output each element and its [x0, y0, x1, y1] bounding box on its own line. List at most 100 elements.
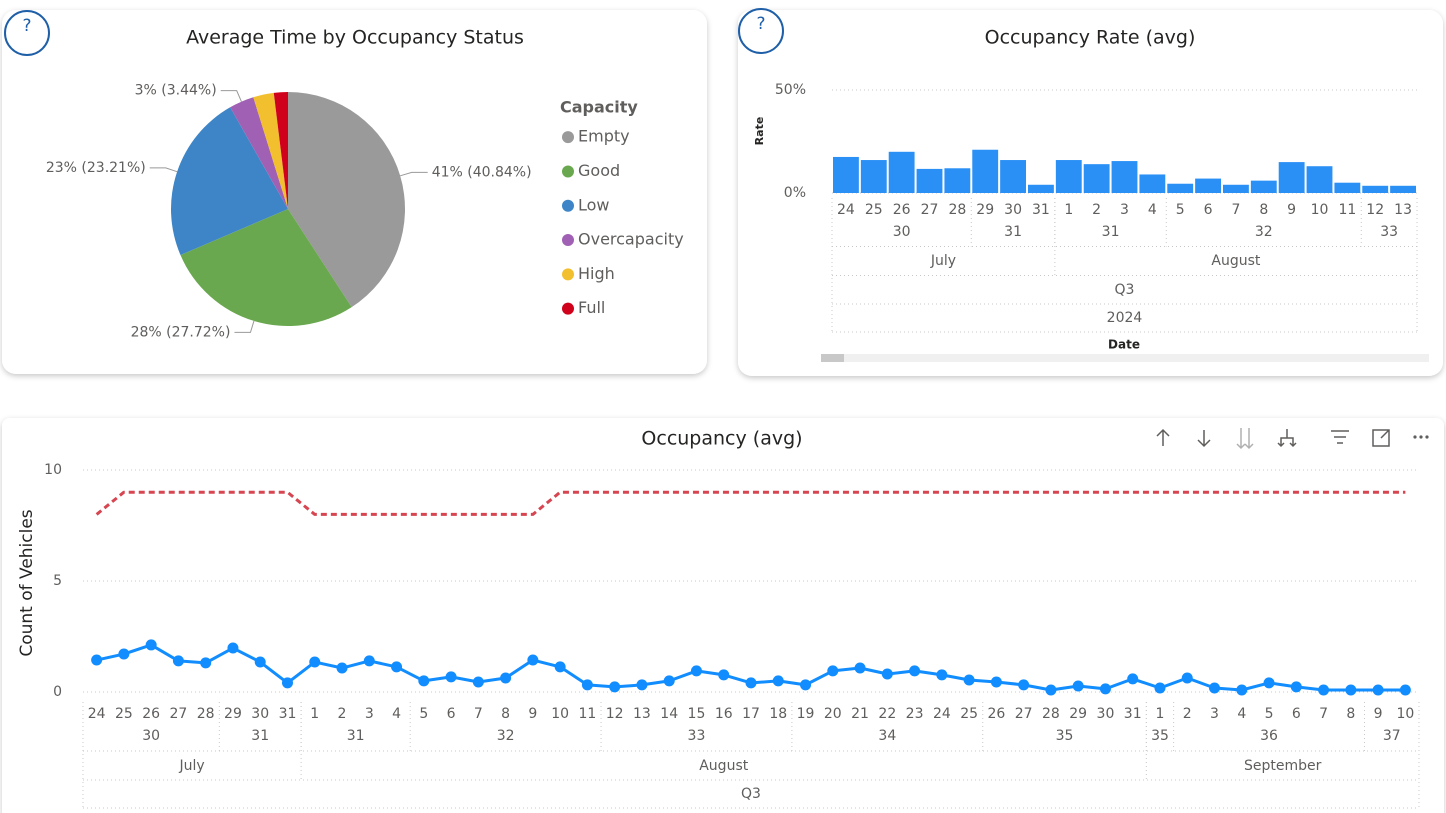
x-tick-label: 24 [933, 706, 951, 722]
x-tick-label: 3 [365, 706, 374, 722]
y-tick-label: 5 [53, 573, 62, 589]
x-tick-label: 18 [769, 706, 787, 722]
legend-swatch [562, 199, 574, 212]
x-tick-label: 11 [578, 706, 596, 722]
marker [1045, 684, 1057, 696]
bar [1306, 166, 1333, 193]
legend-label: Low [578, 195, 610, 214]
marker [800, 679, 812, 691]
marker [200, 657, 212, 669]
x-tick-label: 4 [1237, 706, 1246, 722]
x-tick-label: 29 [224, 706, 242, 722]
pie-slice [180, 209, 352, 327]
x-tick-label: 12 [606, 706, 624, 722]
toolbar [1156, 428, 1429, 450]
legend-swatch [562, 302, 574, 315]
help-text[interactable]: ? [756, 14, 765, 34]
next-level-icon[interactable] [1236, 428, 1254, 450]
pie-slice [288, 92, 406, 308]
x-tick-label: 19 [797, 706, 815, 722]
x-tick-label: 30 [251, 706, 269, 722]
x-tick-label: 23 [906, 706, 924, 722]
x-tick-label: 25 [865, 202, 883, 218]
x-group-label: 2024 [1107, 310, 1143, 326]
scrollbar-track[interactable] [821, 354, 1429, 362]
x-tick-label: 27 [170, 706, 188, 722]
focus-icon[interactable] [1372, 429, 1390, 447]
x-group-label: July [930, 253, 956, 269]
x-group-label: 33 [1380, 224, 1398, 240]
x-group-label: 37 [1383, 728, 1401, 744]
y-axis-title: Count of Vehicles [17, 509, 37, 656]
x-tick-label: 10 [551, 706, 569, 722]
x-group-label: 33 [688, 728, 706, 744]
leader-line [234, 320, 255, 333]
x-tick-label: 6 [1292, 706, 1301, 722]
marker [909, 665, 921, 677]
drill-down-icon[interactable] [1197, 430, 1211, 448]
marker [1263, 677, 1275, 689]
dot[interactable] [1419, 435, 1423, 439]
scrollbar-thumb[interactable] [821, 354, 844, 362]
x-tick-label: 9 [1374, 706, 1383, 722]
marker [1127, 673, 1139, 685]
marker [1181, 672, 1193, 684]
marker [745, 677, 757, 689]
legend-swatch [562, 268, 574, 281]
x-group-label: 36 [1260, 728, 1278, 744]
x-group-label: 30 [142, 728, 160, 744]
help-circle[interactable] [738, 8, 784, 54]
x-group-label: Q3 [741, 786, 761, 802]
marker [472, 676, 484, 688]
marker [1209, 682, 1221, 694]
bar [1055, 160, 1082, 193]
marker [254, 656, 266, 668]
dot[interactable] [1425, 435, 1429, 439]
x-tick-label: 28 [1042, 706, 1060, 722]
x-tick-label: 6 [447, 706, 456, 722]
x-tick-label: 8 [501, 706, 510, 722]
x-tick-label: 3 [1210, 706, 1219, 722]
x-group-label: 32 [497, 728, 515, 744]
x-tick-label: 4 [1148, 202, 1157, 218]
x-tick-label: 16 [715, 706, 733, 722]
x-tick-label: 15 [688, 706, 706, 722]
more-icon[interactable] [1413, 435, 1429, 439]
marker [1154, 682, 1166, 694]
x-tick-label: 25 [115, 706, 133, 722]
marker [772, 675, 784, 687]
filter-icon[interactable] [1331, 430, 1349, 444]
marker [227, 642, 239, 654]
x-tick-label: 12 [1366, 202, 1384, 218]
x-axis-title: Date [1108, 338, 1140, 352]
dot[interactable] [1413, 435, 1417, 439]
help-button[interactable]: ? [738, 8, 784, 54]
x-group-label: 35 [1151, 728, 1169, 744]
x-tick-label: 21 [851, 706, 869, 722]
x-group-label: 31 [347, 728, 365, 744]
bar [1167, 183, 1194, 193]
x-tick-label: 29 [1069, 706, 1087, 722]
marker [1318, 684, 1330, 696]
legend-swatch [562, 234, 574, 247]
legend-swatch [562, 165, 574, 178]
marker [281, 677, 293, 689]
help-button[interactable]: ? [4, 10, 50, 56]
y-tick-label: 0 [53, 684, 62, 700]
legend-label: Overcapacity [578, 230, 684, 249]
y-tick-label: 0% [784, 185, 806, 201]
help-circle[interactable] [4, 10, 50, 56]
x-group-label: August [699, 758, 749, 774]
x-tick-label: 27 [921, 202, 939, 218]
x-group-label: 30 [893, 224, 911, 240]
marker [1072, 680, 1084, 692]
marker [854, 662, 866, 674]
pie-slice [273, 92, 288, 209]
help-text[interactable]: ? [22, 16, 31, 36]
x-tick-label: 1 [310, 706, 319, 722]
drill-up-icon[interactable] [1156, 428, 1170, 446]
x-group-label: 31 [1004, 224, 1022, 240]
expand-level-icon[interactable] [1277, 429, 1297, 448]
marker [663, 675, 675, 687]
